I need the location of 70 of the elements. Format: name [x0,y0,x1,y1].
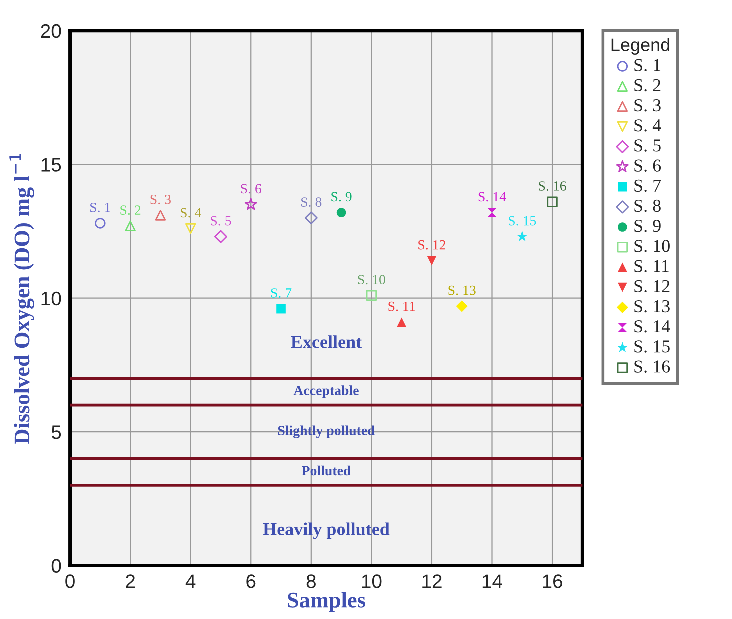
band-label: Slightly polluted [278,426,376,438]
legend-label: S. 15 [634,340,670,353]
x-tick-label: 4 [186,574,196,588]
band-label: Heavily polluted [263,522,390,540]
y-tick-label: 10 [42,292,62,306]
band-label: Polluted [302,466,352,476]
point [427,256,437,266]
band-label: Excellent [291,336,362,348]
text: S. 15 [509,216,536,226]
legend-label: S. 5 [634,140,661,152]
y-tick-label: 20 [41,24,62,38]
text: S. 6 [241,184,262,194]
text: S. 5 [211,216,232,226]
point [336,208,346,218]
point [547,196,558,208]
point [397,318,406,328]
point [244,198,258,210]
text: S. 4 [180,208,202,218]
legend-label: S. 7 [634,180,662,192]
legend-label: S. 10 [634,240,670,252]
legend-label: S. 8 [634,200,661,212]
legend-label: S. 4 [634,120,662,132]
legend-label: S. 6 [634,160,662,172]
text: S. 14 [478,192,506,202]
legend-label: S. 1 [634,59,661,72]
legend-title: Legend [612,38,670,56]
legend-label: S. 3 [634,99,661,112]
text: S. 7 [271,288,292,298]
text: S. 13 [448,286,476,296]
point [185,223,196,234]
text: S. 10 [358,275,386,285]
point [304,212,318,225]
text: S. 3 [150,194,171,204]
legend-label: S. 14 [634,320,670,333]
y-tick-label: 0 [52,559,62,574]
legend-label: S. 2 [634,79,661,92]
legend-label: S. 13 [634,300,670,313]
x-tick-label: 14 [482,574,502,588]
text: S. 9 [332,192,352,202]
y-tick-label: 15 [42,158,62,172]
text: S. 16 [539,182,566,191]
x-tick-label: 10 [362,574,382,588]
text: S. 11 [388,302,416,312]
point [516,231,528,242]
point [456,300,468,312]
point [125,220,136,232]
legend-label: S. 9 [634,220,661,232]
x-axis-title: Samples [288,592,366,612]
text: S. 8 [302,198,322,208]
band-label: Acceptable [294,386,359,398]
x-tick-label: 6 [246,574,256,588]
y-axis-title: Dissolved Oxygen (DO) mg l$^{−1}$ [10,154,34,444]
text: S. 12 [418,240,446,250]
legend-label: S. 12 [634,280,670,293]
x-tick-label: 8 [306,574,316,588]
text: S. 2 [120,206,141,216]
point [366,290,378,302]
point [276,304,286,314]
legend-label: S. 16 [634,360,670,373]
x-tick-label: 2 [126,574,135,588]
x-tick-label: 0 [66,574,75,588]
point [214,230,228,244]
text: S. 1 [90,202,110,212]
x-tick-label: 12 [422,574,442,588]
point [95,218,106,229]
legend-label: S. 11 [634,260,669,272]
y-tick-label: 5 [52,426,62,440]
x-tick-label: 16 [543,574,562,588]
point [155,210,166,221]
point [488,208,497,218]
